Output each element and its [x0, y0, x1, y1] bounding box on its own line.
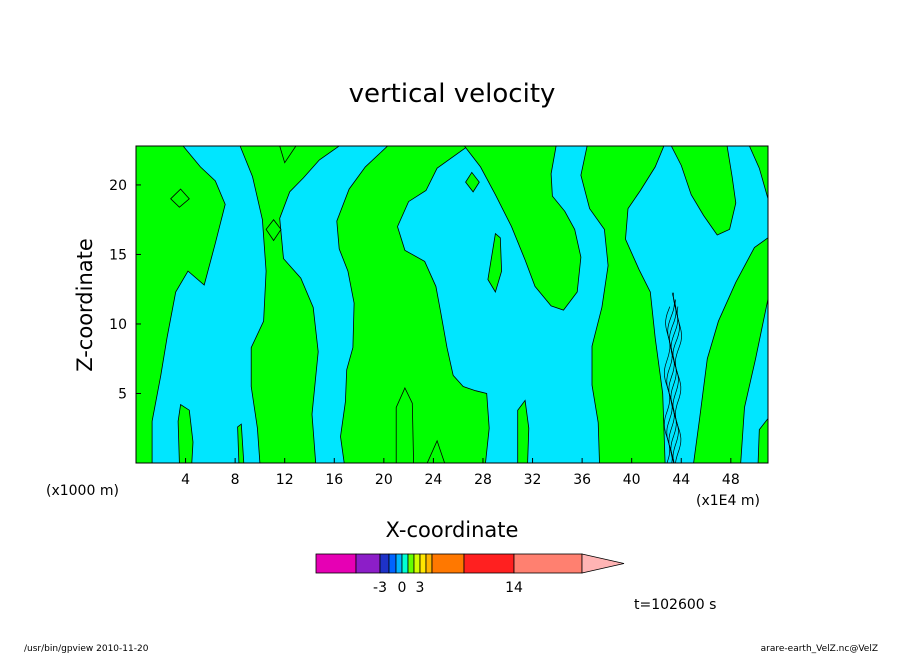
upward-region — [463, 146, 582, 311]
colorbar-segment — [395, 553, 403, 574]
colorbar-extend-arrow — [581, 553, 625, 574]
plot-area — [136, 146, 768, 463]
footer-left: /usr/bin/gpview 2010-11-20 — [24, 644, 149, 654]
x-tick-label: 40 — [623, 472, 641, 488]
upward-region — [517, 399, 530, 463]
colorbar-segment — [388, 553, 397, 574]
upward-region — [237, 423, 245, 463]
upward-region — [748, 146, 768, 199]
x-tick-label: 4 — [181, 472, 190, 488]
x-tick-label: 16 — [325, 472, 343, 488]
x-tick-label: 20 — [375, 472, 393, 488]
upward-region — [136, 146, 226, 463]
convective-core-lines — [663, 292, 682, 463]
x-tick-label: 44 — [672, 472, 690, 488]
y-tick-label: 10 — [109, 317, 127, 333]
colorbar-segment — [355, 553, 381, 574]
x-unit-right: (x1E4 m) — [696, 493, 760, 509]
y-tick-label: 20 — [109, 178, 127, 194]
colorbar-segment — [407, 553, 415, 574]
colorbar-segment — [513, 553, 583, 574]
y-axis-ticks: 5 10 15 20 — [109, 178, 141, 402]
core-contour-line — [672, 299, 680, 463]
x-axis-ticks: 4 8 12 16 20 24 28 32 36 40 44 48 — [181, 458, 740, 488]
upward-region — [580, 146, 666, 463]
upward-region — [170, 188, 190, 208]
colorbar-segment — [425, 553, 433, 574]
core-contour-line — [675, 306, 682, 463]
colorbar-segment — [431, 553, 465, 574]
plot-frame — [135, 145, 769, 464]
core-contour-line — [668, 292, 677, 463]
colorbar-tick-label: 14 — [505, 580, 523, 596]
x-unit-left: (x1000 m) — [46, 483, 119, 499]
upward-region — [693, 237, 768, 463]
y-axis-label: Z-coordinate — [73, 238, 97, 372]
upward-region — [670, 146, 737, 236]
colorbar-segment — [401, 553, 409, 574]
colorbar-segment — [419, 553, 427, 574]
x-tick-label: 48 — [722, 472, 740, 488]
colorbar-segment — [463, 553, 515, 574]
footer-right: arare-earth_VelZ.nc@VelZ — [761, 644, 878, 654]
upward-regions — [136, 146, 768, 463]
x-tick-label: 36 — [573, 472, 591, 488]
y-tick-label: 15 — [109, 247, 127, 263]
x-axis-label: X-coordinate — [386, 518, 519, 542]
upward-region — [395, 386, 415, 463]
upward-region — [757, 417, 768, 463]
colorbar-segment — [315, 553, 357, 574]
x-tick-label: 12 — [276, 472, 294, 488]
colorbar-tick-label: 3 — [416, 580, 425, 596]
x-tick-label: 28 — [474, 472, 492, 488]
upward-region — [265, 219, 282, 242]
upward-region — [279, 146, 297, 164]
upward-region — [487, 232, 503, 293]
core-contour-line — [666, 299, 675, 463]
upward-region — [239, 146, 340, 463]
colorbar-segment — [379, 553, 390, 574]
x-tick-label: 8 — [231, 472, 240, 488]
colorbar: -3 0 3 14 — [315, 553, 625, 596]
upward-region — [426, 439, 446, 463]
colorbar-tick-label: -3 — [373, 580, 387, 596]
core-contour-line — [670, 292, 679, 463]
y-tick-label: 5 — [118, 386, 127, 402]
upward-region — [336, 146, 490, 463]
colorbar-tick-label: 0 — [398, 580, 407, 596]
colorbar-segment — [413, 553, 421, 574]
chart-title: vertical velocity — [349, 79, 556, 109]
x-tick-label: 24 — [424, 472, 442, 488]
upward-region — [465, 171, 480, 193]
upward-region — [177, 403, 194, 463]
x-tick-label: 32 — [524, 472, 542, 488]
time-label: t=102600 s — [634, 597, 716, 613]
